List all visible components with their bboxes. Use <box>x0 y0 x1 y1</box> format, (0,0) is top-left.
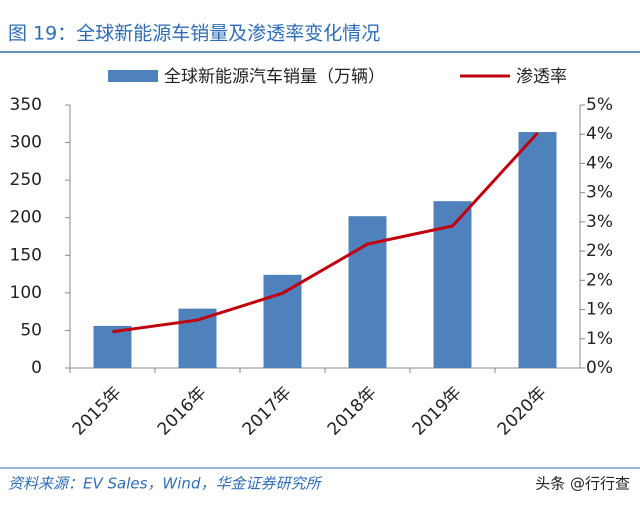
y-tick-label: 200 <box>10 208 42 228</box>
bar <box>178 308 217 368</box>
x-tick-label: 2018年 <box>324 383 381 440</box>
y2-tick-label: 3% <box>586 212 613 232</box>
x-tick-label: 2017年 <box>239 383 296 440</box>
y-tick-label: 0 <box>31 358 42 378</box>
y-tick-label: 150 <box>10 245 42 265</box>
source: 资料来源：EV Sales，Wind，华金证券研究所 <box>8 475 322 493</box>
y-tick-label: 50 <box>20 320 42 340</box>
y2-tick-label: 5% <box>586 95 613 115</box>
y2-tick-label: 2% <box>586 241 613 261</box>
bar <box>263 274 302 368</box>
bar <box>518 132 557 368</box>
legend-label: 全球新能源汽车销量（万辆） <box>164 67 385 87</box>
y-tick-label: 100 <box>10 283 42 303</box>
x-tick-label: 2019年 <box>409 383 466 440</box>
bar <box>348 216 387 368</box>
x-tick-label: 2015年 <box>69 383 126 440</box>
line <box>112 132 539 334</box>
y2-tick-label: 2% <box>586 270 613 290</box>
y-tick-label: 250 <box>10 170 42 190</box>
y2-tick-label: 1% <box>586 300 613 320</box>
x-tick-label: 2016年 <box>154 383 211 440</box>
bar <box>93 325 132 368</box>
y2-tick-label: 3% <box>586 183 613 203</box>
y2-tick-label: 0% <box>586 358 613 378</box>
y2-tick-label: 4% <box>586 153 613 173</box>
x-tick-label: 2020年 <box>494 383 551 440</box>
y-tick-label: 350 <box>10 95 42 115</box>
watermark: 头条 @行行查 <box>535 475 630 493</box>
y2-tick-label: 4% <box>586 124 613 144</box>
chart-title: 图 19：全球新能源车销量及渗透率变化情况 <box>8 23 380 45</box>
legend-label: 渗透率 <box>516 67 567 87</box>
y2-tick-label: 1% <box>586 329 613 349</box>
legend-swatch <box>108 70 158 82</box>
y-tick-label: 300 <box>10 133 42 153</box>
